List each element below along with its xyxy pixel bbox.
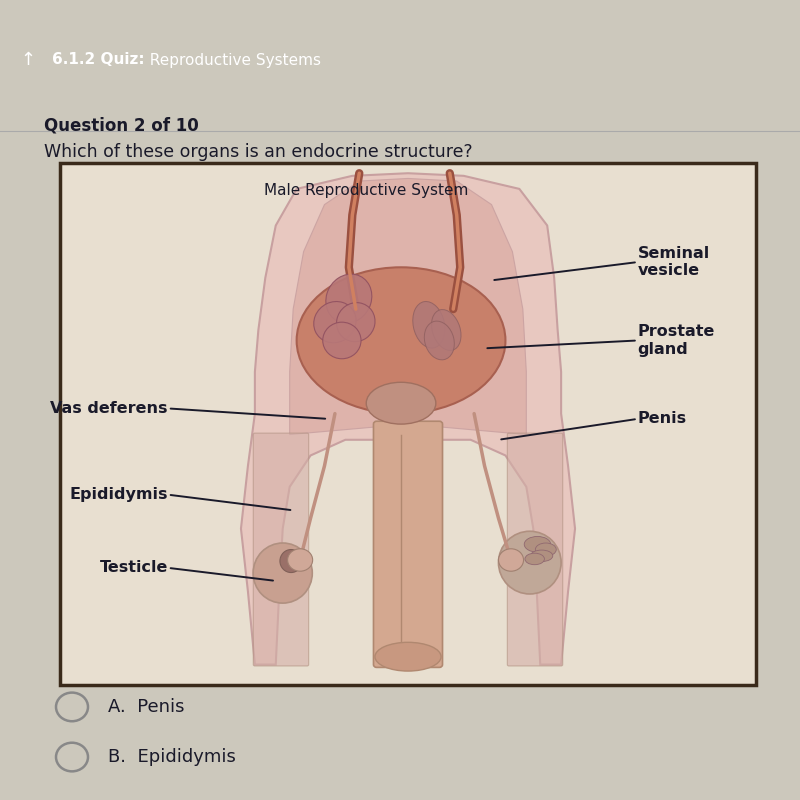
Ellipse shape xyxy=(280,550,302,573)
Ellipse shape xyxy=(535,543,556,556)
Ellipse shape xyxy=(424,321,454,360)
Text: Male Reproductive System: Male Reproductive System xyxy=(264,183,469,198)
Ellipse shape xyxy=(524,537,550,552)
Ellipse shape xyxy=(525,554,545,565)
Text: Penis: Penis xyxy=(638,411,687,426)
Text: B.  Epididymis: B. Epididymis xyxy=(108,748,236,766)
Text: 6.1.2 Quiz:: 6.1.2 Quiz: xyxy=(52,53,145,67)
PathPatch shape xyxy=(241,174,575,665)
Text: Question 2 of 10: Question 2 of 10 xyxy=(44,116,198,134)
PathPatch shape xyxy=(290,178,526,434)
Text: Reproductive Systems: Reproductive Systems xyxy=(140,53,321,67)
Text: Vas deferens: Vas deferens xyxy=(50,401,168,416)
FancyBboxPatch shape xyxy=(60,162,756,686)
Ellipse shape xyxy=(366,382,436,424)
Text: Prostate
gland: Prostate gland xyxy=(638,324,715,357)
Ellipse shape xyxy=(337,302,375,342)
Circle shape xyxy=(287,549,313,571)
Text: Seminal
vesicle: Seminal vesicle xyxy=(638,246,710,278)
Ellipse shape xyxy=(314,302,356,343)
Text: ↑: ↑ xyxy=(20,51,35,69)
Ellipse shape xyxy=(322,322,361,358)
Ellipse shape xyxy=(326,274,372,323)
Ellipse shape xyxy=(297,267,506,414)
Ellipse shape xyxy=(530,550,553,562)
Text: Which of these organs is an endocrine structure?: Which of these organs is an endocrine st… xyxy=(44,142,473,161)
Text: A.  Penis: A. Penis xyxy=(108,698,185,716)
FancyBboxPatch shape xyxy=(374,422,442,667)
Ellipse shape xyxy=(498,531,561,594)
FancyBboxPatch shape xyxy=(254,433,309,666)
Ellipse shape xyxy=(375,642,441,671)
Ellipse shape xyxy=(253,543,312,603)
Ellipse shape xyxy=(413,302,445,348)
Text: Testicle: Testicle xyxy=(99,560,168,575)
Circle shape xyxy=(498,549,523,571)
Ellipse shape xyxy=(431,310,461,350)
FancyBboxPatch shape xyxy=(507,433,562,666)
Text: Epididymis: Epididymis xyxy=(70,487,168,502)
